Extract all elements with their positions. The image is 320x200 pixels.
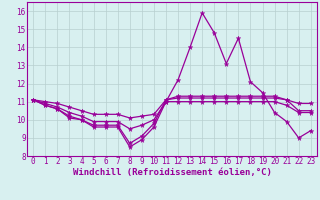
X-axis label: Windchill (Refroidissement éolien,°C): Windchill (Refroidissement éolien,°C) (73, 168, 271, 177)
